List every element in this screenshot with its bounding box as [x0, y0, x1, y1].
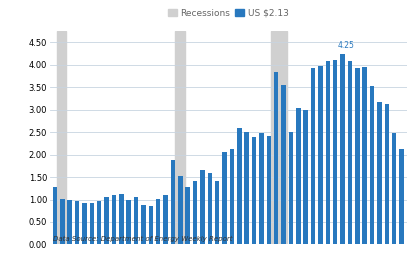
Bar [149, 206, 153, 244]
Bar [82, 203, 87, 244]
Bar [97, 201, 101, 244]
Bar [266, 136, 271, 244]
Bar [208, 173, 212, 244]
Bar [141, 205, 146, 244]
Bar [362, 67, 367, 244]
Bar [171, 160, 175, 244]
Text: Data Source: Department of Energy Weekly Report: Data Source: Department of Energy Weekly… [54, 236, 233, 242]
Bar [355, 68, 359, 244]
Bar [90, 203, 94, 244]
Bar [200, 170, 205, 244]
Bar [259, 133, 264, 244]
Bar [333, 60, 337, 244]
Bar [104, 197, 109, 244]
Bar [274, 72, 278, 244]
Bar [164, 195, 168, 244]
Bar [57, 31, 66, 244]
Bar [392, 133, 396, 244]
Bar [281, 85, 286, 244]
Bar [215, 181, 220, 244]
Bar [399, 149, 404, 244]
Legend: Recessions, US $2.13: Recessions, US $2.13 [167, 8, 290, 19]
Bar [60, 199, 65, 244]
Bar [370, 86, 374, 244]
Bar [311, 68, 315, 244]
Bar [296, 107, 300, 244]
Bar [134, 197, 138, 244]
Bar [112, 195, 116, 244]
Bar [119, 194, 124, 244]
Bar [175, 31, 186, 244]
Text: 4.25: 4.25 [338, 41, 355, 50]
Bar [127, 199, 131, 244]
Bar [178, 176, 183, 244]
Bar [289, 132, 293, 244]
Bar [222, 152, 227, 244]
Bar [340, 54, 345, 244]
Bar [377, 102, 382, 244]
Bar [230, 149, 234, 244]
Bar [68, 200, 72, 244]
Bar [244, 132, 249, 244]
Bar [252, 137, 256, 244]
Bar [348, 61, 352, 244]
Bar [318, 66, 322, 244]
Bar [186, 187, 190, 244]
Bar [303, 110, 308, 244]
Bar [326, 61, 330, 244]
Bar [193, 181, 197, 244]
Bar [271, 31, 287, 244]
Bar [237, 128, 242, 244]
Bar [53, 187, 57, 244]
Bar [75, 201, 79, 244]
Bar [156, 199, 161, 244]
Bar [385, 104, 389, 244]
